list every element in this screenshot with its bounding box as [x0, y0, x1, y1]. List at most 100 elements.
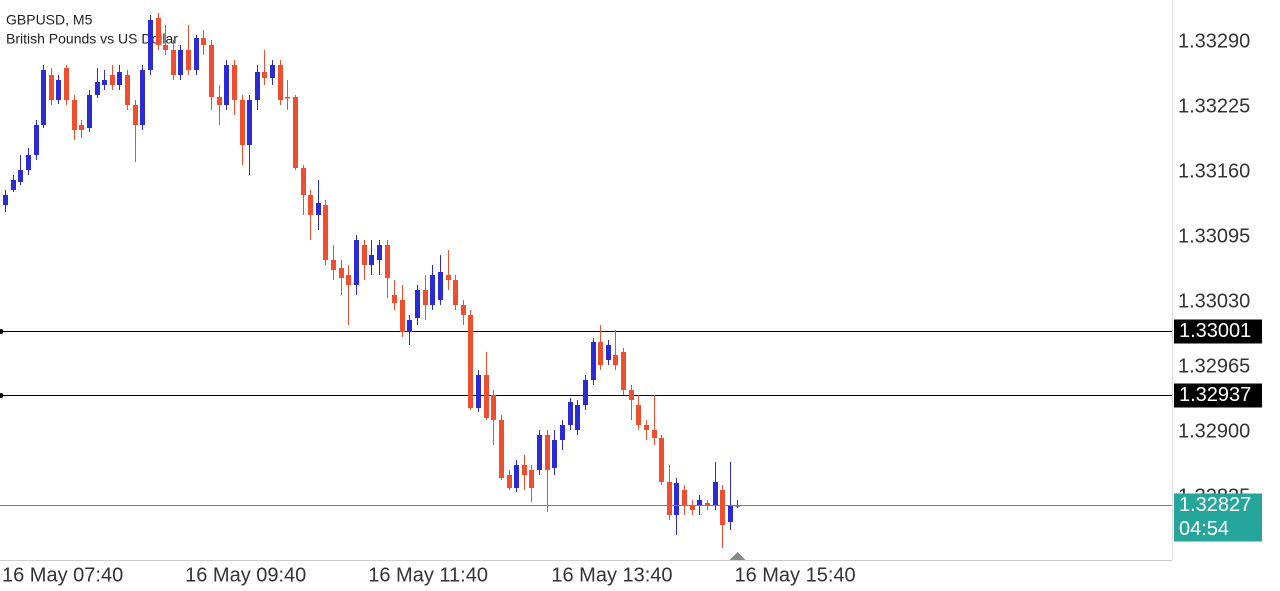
- candle-body: [400, 300, 405, 332]
- candle-body: [285, 97, 290, 99]
- candle-body: [697, 500, 702, 505]
- chart-title: GBPUSD, M5: [6, 12, 93, 28]
- candle-body: [362, 245, 367, 265]
- candle-body: [125, 75, 130, 105]
- candle-body: [331, 260, 336, 270]
- candle-body: [652, 430, 657, 438]
- candle-body: [522, 465, 527, 475]
- candle-body: [720, 490, 725, 525]
- price-line-tag: [1174, 383, 1262, 408]
- y-tick-label: 1.32900: [1178, 420, 1250, 442]
- candle-body: [240, 100, 245, 145]
- candle-body: [270, 65, 275, 78]
- candle-body: [659, 438, 664, 482]
- candle-body: [545, 435, 550, 470]
- price-line-handle: [0, 329, 4, 334]
- candle-body: [407, 320, 412, 332]
- candle-body: [507, 475, 512, 488]
- candle-body: [56, 80, 61, 100]
- candle-body: [79, 125, 84, 130]
- candle-body: [178, 50, 183, 75]
- candle-body: [392, 295, 397, 303]
- y-tick-label: 1.33225: [1178, 95, 1250, 117]
- candle-body: [468, 315, 473, 408]
- candle-body: [117, 72, 122, 85]
- candle-body: [415, 290, 420, 318]
- candle-body: [667, 482, 672, 515]
- candle-body: [728, 505, 733, 522]
- candle-body: [499, 420, 504, 478]
- candle-body: [354, 240, 359, 285]
- candle-body: [369, 255, 374, 265]
- candle-body: [568, 402, 573, 425]
- x-tick-label: 16 May 09:40: [185, 564, 306, 586]
- candle-body: [629, 390, 634, 400]
- x-tick-label: 16 May 15:40: [734, 564, 855, 586]
- candle-body: [316, 203, 321, 215]
- candle-body: [148, 20, 153, 70]
- candle-body: [514, 465, 519, 488]
- candle-body: [278, 65, 283, 100]
- price-line-label: 1.33001: [1179, 320, 1251, 342]
- candle-body: [591, 342, 596, 380]
- candle-body: [3, 195, 8, 205]
- candle-body: [453, 280, 458, 305]
- candle-body: [690, 505, 695, 510]
- candle-body: [377, 245, 382, 260]
- y-tick-label: 1.33095: [1178, 225, 1250, 247]
- chart-subtitle: British Pounds vs US Dollar: [6, 31, 178, 47]
- candle-body: [346, 275, 351, 285]
- candle-body: [339, 268, 344, 278]
- candle-body: [156, 18, 161, 45]
- candle-body: [49, 75, 54, 100]
- candle-body: [606, 345, 611, 360]
- candle-body: [705, 503, 710, 505]
- candle-body: [217, 97, 222, 105]
- candle-body: [598, 342, 603, 365]
- price-line-tag: [1174, 319, 1262, 344]
- candle-body: [26, 155, 31, 170]
- candle-body: [140, 70, 145, 125]
- candle-body: [484, 375, 489, 418]
- x-tick-label: 16 May 13:40: [551, 564, 672, 586]
- candle-body: [644, 425, 649, 430]
- candle-body: [201, 38, 206, 45]
- candle-body: [293, 97, 298, 168]
- price-line-label: 1.32937: [1179, 384, 1251, 406]
- candle-body: [95, 82, 100, 95]
- price-line-handle: [0, 393, 4, 398]
- candle-body: [72, 100, 77, 130]
- candle-body: [636, 405, 641, 425]
- candle-body: [163, 45, 168, 50]
- candle-body: [34, 125, 39, 155]
- candle-body: [308, 195, 313, 215]
- y-tick-label: 1.33290: [1178, 30, 1250, 52]
- candle-body: [430, 275, 435, 305]
- candle-body: [262, 72, 267, 78]
- candle-body: [575, 405, 580, 430]
- y-tick-label: 1.33030: [1178, 290, 1250, 312]
- candle-body: [186, 50, 191, 70]
- candle-body: [323, 205, 328, 260]
- candle-body: [613, 355, 618, 365]
- x-tick-label: 16 May 07:40: [2, 564, 123, 586]
- candle-body: [110, 75, 115, 85]
- candle-body: [552, 440, 557, 468]
- x-tick-label: 16 May 11:40: [368, 564, 488, 586]
- candle-body: [385, 245, 390, 278]
- candle-body: [461, 305, 466, 315]
- candle-body: [446, 275, 451, 280]
- y-tick-label: 1.32965: [1178, 355, 1250, 377]
- last-bar-marker: [729, 552, 746, 560]
- candle-body: [537, 435, 542, 470]
- candle-body: [11, 180, 16, 190]
- candle-body: [133, 105, 138, 125]
- candle-body: [64, 68, 69, 100]
- candle-body: [209, 45, 214, 97]
- candle-body: [171, 50, 176, 75]
- candle-body: [621, 352, 626, 390]
- candle-body: [301, 168, 306, 195]
- candle-body: [713, 482, 718, 505]
